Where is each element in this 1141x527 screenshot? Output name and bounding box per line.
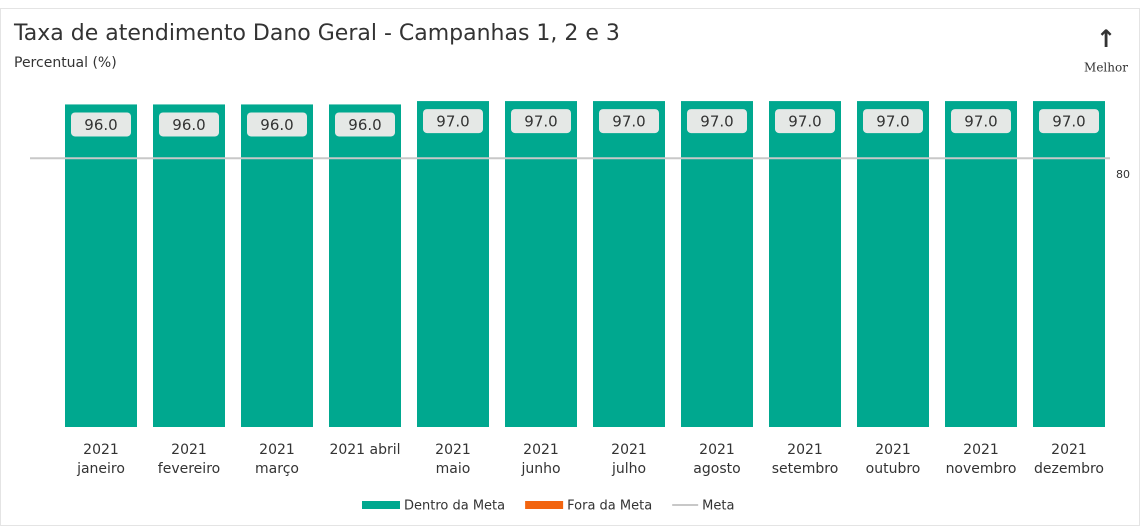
value-label-box <box>1039 109 1099 134</box>
x-tick-label: 2021 <box>875 442 911 458</box>
x-tick-label: outubro <box>866 461 921 477</box>
value-label: 96.0 <box>260 116 293 134</box>
value-label-box <box>159 112 219 137</box>
x-tick-label: junho <box>520 461 560 477</box>
value-label-box <box>71 112 131 137</box>
value-label: 97.0 <box>1052 113 1085 131</box>
x-tick-label: 2021 <box>963 442 999 458</box>
x-tick-label: julho <box>611 461 646 477</box>
bar <box>329 104 401 427</box>
x-tick-label: 2021 <box>699 442 735 458</box>
value-label: 96.0 <box>172 116 205 134</box>
legend-swatch <box>525 501 564 509</box>
chart-subtitle: Percentual (%) <box>14 55 117 71</box>
value-label: 97.0 <box>700 113 733 131</box>
value-label: 97.0 <box>524 113 557 131</box>
bar <box>153 104 225 427</box>
x-tick-label: 2021 <box>611 442 647 458</box>
bar <box>65 104 137 427</box>
legend-label: Fora da Meta <box>567 499 652 514</box>
x-tick-label: novembro <box>946 461 1017 477</box>
x-tick-label: 2021 <box>1051 442 1087 458</box>
value-label: 97.0 <box>964 113 997 131</box>
x-tick-label: 2021 <box>259 442 295 458</box>
value-label: 96.0 <box>84 116 117 134</box>
x-tick-label: janeiro <box>76 461 125 477</box>
x-tick-label: 2021 <box>435 442 471 458</box>
value-label-box <box>863 109 923 134</box>
meta-label: 80 <box>1116 168 1130 181</box>
x-tick-label: dezembro <box>1034 461 1104 477</box>
value-label-box <box>247 112 307 137</box>
x-tick-label: setembro <box>772 461 839 477</box>
bar <box>505 101 577 427</box>
x-tick-label: agosto <box>693 461 740 477</box>
x-tick-label: 2021 <box>787 442 823 458</box>
bar <box>681 101 753 427</box>
bar <box>1033 101 1105 427</box>
bar <box>945 101 1017 427</box>
bar <box>593 101 665 427</box>
x-tick-label: 2021 abril <box>329 442 400 458</box>
value-label-box <box>511 109 571 134</box>
x-tick-label: 2021 <box>523 442 559 458</box>
bar <box>769 101 841 427</box>
value-label-box <box>423 109 483 134</box>
value-label-box <box>951 109 1011 134</box>
value-label: 96.0 <box>348 116 381 134</box>
bar <box>417 101 489 427</box>
value-label-box <box>599 109 659 134</box>
value-label-box <box>335 112 395 137</box>
value-label: 97.0 <box>436 113 469 131</box>
value-label-box <box>687 109 747 134</box>
chart-title: Taxa de atendimento Dano Geral - Campanh… <box>13 21 620 46</box>
legend-label: Dentro da Meta <box>404 499 505 514</box>
legend-swatch <box>362 501 400 509</box>
better-label: Melhor <box>1084 61 1128 75</box>
value-label: 97.0 <box>612 113 645 131</box>
legend-label: Meta <box>702 499 734 514</box>
x-tick-label: março <box>255 461 299 477</box>
x-tick-label: 2021 <box>171 442 207 458</box>
value-label: 97.0 <box>876 113 909 131</box>
bar <box>857 101 929 427</box>
bar <box>241 104 313 427</box>
value-label-box <box>775 109 835 134</box>
x-tick-label: fevereiro <box>158 461 220 477</box>
x-tick-label: maio <box>436 461 471 477</box>
x-tick-label: 2021 <box>83 442 119 458</box>
better-arrow: ↑ <box>1096 25 1116 53</box>
value-label: 97.0 <box>788 113 821 131</box>
